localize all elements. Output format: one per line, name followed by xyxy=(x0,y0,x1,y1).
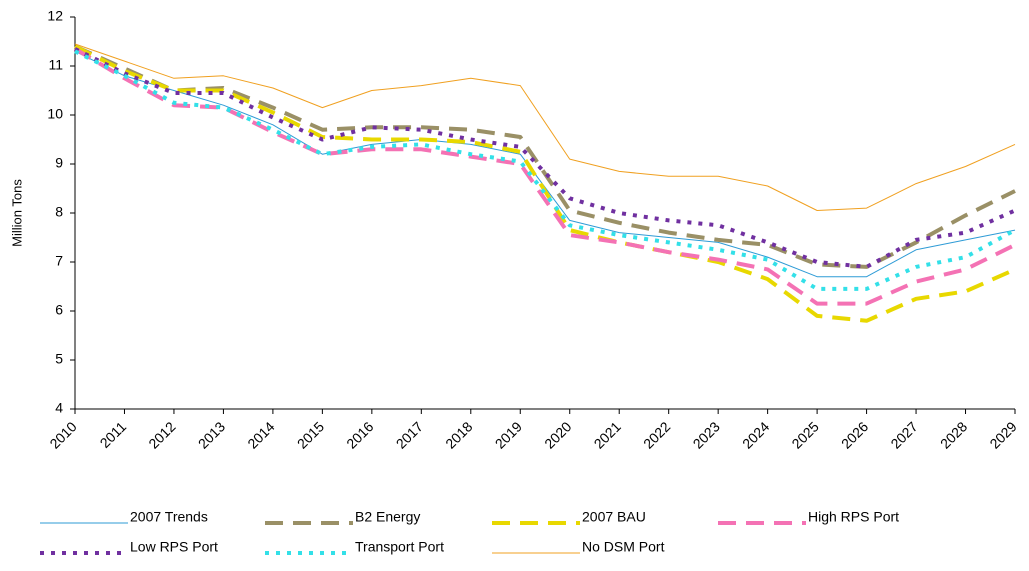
legend-label: Transport Port xyxy=(355,539,444,555)
series-line xyxy=(74,50,1016,278)
x-tick-label: 2027 xyxy=(887,418,920,451)
x-tick-label: 2010 xyxy=(46,418,79,451)
x-tick-label: 2014 xyxy=(244,418,277,451)
x-tick-label: 2021 xyxy=(591,418,624,451)
x-tick-label: 2011 xyxy=(97,418,130,451)
legend-label: Low RPS Port xyxy=(130,539,218,555)
series-line xyxy=(73,47,1016,306)
series-line xyxy=(74,43,1016,211)
x-tick-label: 2028 xyxy=(937,418,970,451)
x-tick-label: 2025 xyxy=(789,418,822,451)
x-tick-label: 2018 xyxy=(442,418,475,451)
legend-label: High RPS Port xyxy=(808,509,899,525)
x-tick-label: 2023 xyxy=(690,418,723,451)
series-line xyxy=(74,47,1016,269)
y-tick-label: 9 xyxy=(55,155,63,171)
x-tick-label: 2013 xyxy=(195,418,228,451)
y-tick-label: 11 xyxy=(48,57,63,73)
legend-label: B2 Energy xyxy=(355,509,420,525)
series-line xyxy=(74,44,1016,269)
x-tick-label: 2022 xyxy=(640,418,673,451)
x-tick-label: 2024 xyxy=(739,418,772,451)
y-tick-label: 5 xyxy=(55,351,63,367)
x-tick-label: 2029 xyxy=(986,418,1019,451)
x-tick-label: 2017 xyxy=(393,418,426,451)
y-tick-label: 7 xyxy=(55,253,63,269)
y-tick-label: 10 xyxy=(47,106,63,122)
y-axis-label: Million Tons xyxy=(9,179,24,247)
x-tick-label: 2012 xyxy=(145,418,178,451)
x-tick-label: 2019 xyxy=(492,418,525,451)
y-tick-label: 4 xyxy=(55,400,63,416)
legend-label: No DSM Port xyxy=(582,539,665,555)
y-tick-label: 12 xyxy=(47,8,63,24)
legend-label: 2007 BAU xyxy=(582,509,646,525)
legend-label: 2007 Trends xyxy=(130,509,208,525)
x-tick-label: 2016 xyxy=(343,418,376,451)
x-tick-label: 2020 xyxy=(541,418,574,451)
x-tick-label: 2015 xyxy=(294,418,327,451)
y-tick-label: 6 xyxy=(55,302,63,318)
x-tick-label: 2026 xyxy=(838,418,871,451)
y-tick-label: 8 xyxy=(55,204,63,220)
